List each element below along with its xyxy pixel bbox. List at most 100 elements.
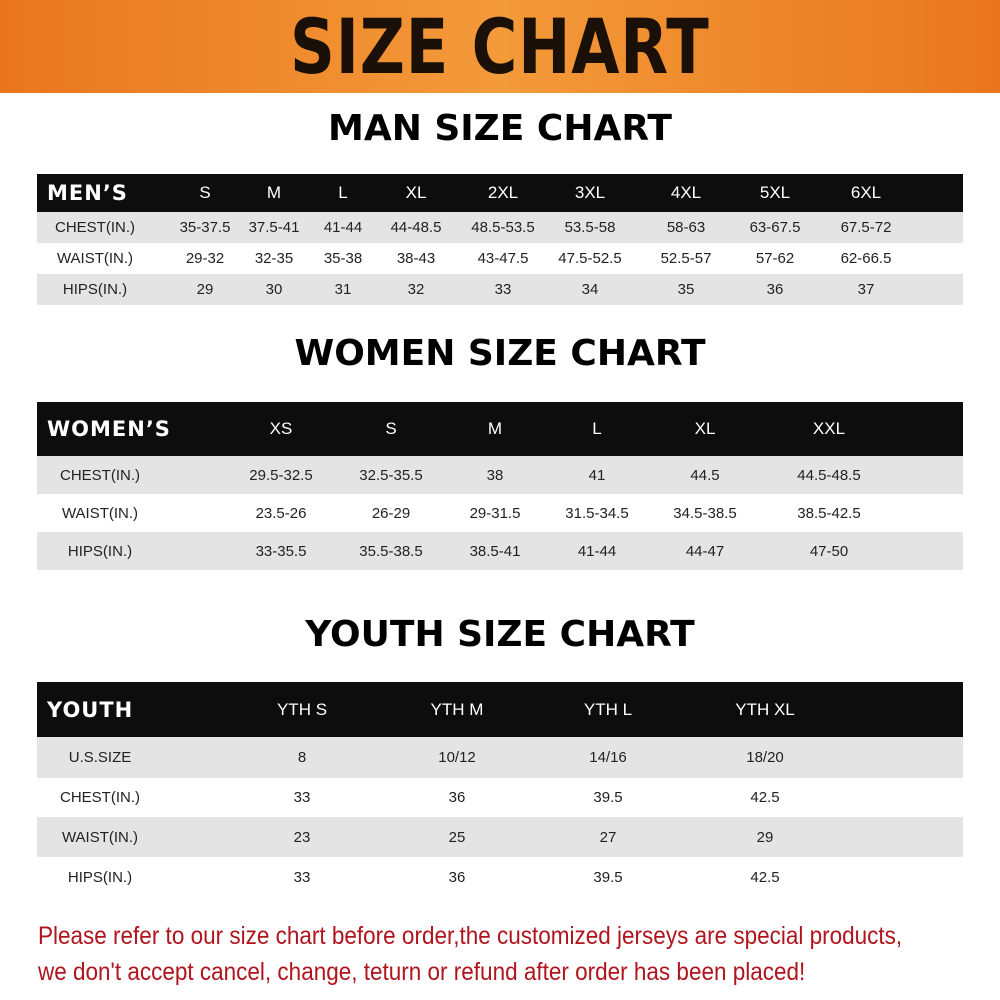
notice-line-1: Please refer to our size chart before or…: [38, 922, 903, 950]
row-label: CHEST(IN.): [60, 789, 140, 806]
row-label: CHEST(IN.): [55, 219, 135, 236]
table-cell: 48.5-53.5: [471, 219, 535, 236]
size-header: L: [592, 419, 602, 438]
table-cell: 29-31.5: [469, 504, 521, 522]
table-cell: 57-62: [755, 250, 795, 267]
table-cell: 67.5-72: [840, 219, 892, 236]
table-cell: 36: [448, 868, 466, 886]
table-row: HIPS(IN.) 33 36 39.5 42.5: [37, 857, 963, 897]
table-cell: 34.5-38.5: [673, 504, 737, 522]
table-cell: 44-48.5: [390, 219, 442, 236]
table-cell: 29.5-32.5: [249, 466, 313, 484]
table-cell: 31.5-34.5: [565, 504, 629, 522]
table-cell: 38.5-41: [469, 542, 521, 560]
size-header: YTH XL: [735, 699, 795, 719]
size-header: 4XL: [670, 183, 702, 202]
table-cell: 23.5-26: [255, 504, 307, 522]
size-chart-banner: SIZE CHART: [0, 0, 1000, 93]
size-header: M: [487, 419, 503, 438]
table-cell: 38-43: [396, 250, 436, 267]
table-cell: 44.5-48.5: [797, 466, 861, 484]
table-cell: 33: [494, 281, 512, 298]
size-header: XL: [694, 419, 716, 438]
table-row: WAIST(IN.) 23 25 27 29: [37, 817, 963, 857]
table-cell: 32: [407, 281, 425, 298]
row-label: WAIST(IN.): [61, 504, 139, 522]
table-cell: 14/16: [589, 749, 627, 766]
table-row: CHEST(IN.) 35-37.5 37.5-41 41-44 44-48.5 48.5…: [37, 212, 963, 243]
table-cell: 25: [448, 828, 466, 846]
row-label: WAIST(IN.): [61, 828, 139, 846]
size-header: XXL: [812, 419, 846, 438]
table-cell: 33-35.5: [255, 542, 307, 560]
size-header: 2XL: [487, 183, 519, 202]
table-cell: 44-47: [685, 542, 725, 560]
table-cell: 34: [581, 281, 599, 298]
table-label: MEN’S: [47, 181, 128, 205]
size-header: XS: [269, 419, 293, 438]
table-row: WAIST(IN.) 29-32 32-35 35-38 38-43 43-47.5 47.…: [37, 243, 963, 274]
table-row: HIPS(IN.) 33-35.5 35.5-38.5 38.5-41 41-44 44-…: [37, 532, 963, 570]
table-cell: 63-67.5: [749, 219, 801, 236]
table-row: CHEST(IN.) 33 36 39.5 42.5: [37, 778, 963, 817]
row-label: HIPS(IN.): [62, 281, 128, 298]
size-header: L: [338, 183, 348, 202]
row-label: U.S.SIZE: [68, 749, 132, 766]
table-cell: 35: [677, 281, 695, 298]
table-cell: 32-35: [254, 250, 294, 267]
table-cell: 31: [334, 281, 352, 298]
table-cell: 33: [293, 789, 311, 806]
table-cell: 37.5-41: [248, 219, 300, 236]
notice-line-2: we don't accept cancel, change, teturn o…: [38, 958, 806, 986]
table-cell: 36: [448, 789, 466, 806]
table-cell: 44.5: [690, 466, 720, 484]
table-cell: 32.5-35.5: [359, 466, 423, 484]
table-cell: 39.5: [593, 868, 623, 886]
table-cell: 53.5-58: [564, 219, 616, 236]
table-cell: 39.5: [593, 789, 623, 806]
size-header: YTH S: [276, 699, 328, 719]
table-label: YOUTH: [47, 697, 134, 722]
table-cell: 42.5: [750, 789, 780, 806]
table-cell: 35-37.5: [179, 219, 231, 236]
table-cell: 30: [265, 281, 283, 298]
women-size-table: WOMEN’S XS S M L XL XXL CHEST(IN.) 29.5-32.5 32.5…: [37, 402, 963, 570]
table-cell: 38.5-42.5: [797, 504, 861, 522]
table-cell: 8: [297, 749, 307, 766]
size-header: 3XL: [574, 183, 606, 202]
table-cell: 29: [196, 281, 214, 298]
table-cell: 18/20: [746, 749, 784, 766]
row-label: WAIST(IN.): [56, 250, 134, 267]
table-cell: 10/12: [438, 749, 476, 766]
table-cell: 37: [857, 281, 875, 298]
table-cell: 42.5: [750, 868, 780, 886]
table-row: CHEST(IN.) 29.5-32.5 32.5-35.5 38 41 44.5 44.5…: [37, 456, 963, 494]
header-row: WOMEN’S XS S M L XL XXL: [37, 402, 963, 456]
row-label: HIPS(IN.): [67, 868, 133, 886]
table-cell: 47.5-52.5: [558, 250, 622, 267]
table-cell: 47-50: [809, 542, 849, 560]
table-cell: 62-66.5: [840, 250, 892, 267]
table-row: U.S.SIZE 8 10/12 14/16 18/20: [37, 737, 963, 778]
table-cell: 41-44: [577, 542, 617, 560]
size-header: S: [385, 419, 397, 438]
table-cell: 35.5-38.5: [359, 542, 423, 560]
header-row: YOUTH YTH S YTH M YTH L YTH XL: [37, 682, 963, 737]
table-cell: 27: [599, 828, 617, 846]
table-cell: 23: [293, 828, 311, 846]
table-label: WOMEN’S: [47, 417, 171, 441]
table-cell: 33: [293, 868, 311, 886]
youth-title: YOUTH SIZE CHART: [305, 614, 695, 655]
table-cell: 36: [766, 281, 784, 298]
banner-title: SIZE CHART: [290, 2, 710, 91]
header-row: MEN’S S M L XL 2XL 3XL 4XL 5XL 6XL: [37, 174, 963, 212]
row-label: CHEST(IN.): [60, 466, 140, 484]
size-header: XL: [405, 183, 427, 202]
women-title: WOMEN SIZE CHART: [294, 333, 706, 374]
table-cell: 41: [588, 466, 606, 484]
table-cell: 26-29: [371, 504, 411, 522]
row-label: HIPS(IN.): [67, 542, 133, 560]
table-cell: 52.5-57: [660, 250, 712, 267]
men-title: MAN SIZE CHART: [328, 108, 672, 149]
size-header: YTH M: [430, 699, 484, 719]
